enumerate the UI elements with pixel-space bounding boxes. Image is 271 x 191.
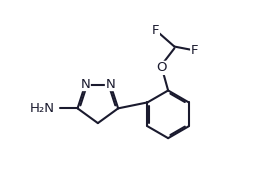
Text: N: N bbox=[80, 78, 90, 91]
Text: F: F bbox=[191, 44, 198, 57]
Text: N: N bbox=[105, 78, 115, 91]
Text: O: O bbox=[157, 61, 167, 74]
Text: H₂N: H₂N bbox=[30, 102, 55, 115]
Text: F: F bbox=[152, 24, 159, 37]
